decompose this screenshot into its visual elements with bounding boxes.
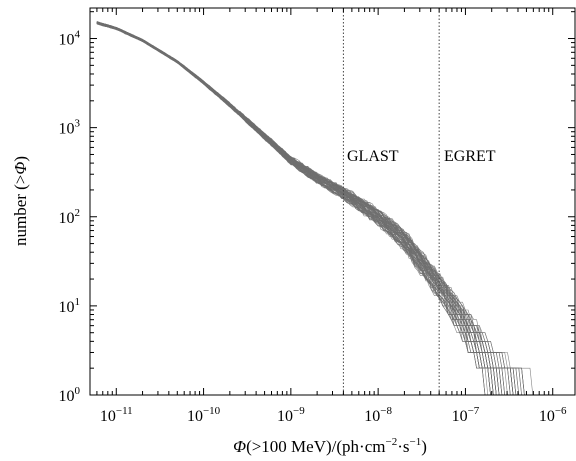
realization-line — [96, 22, 516, 396]
realization-line — [96, 23, 516, 396]
realization-line — [96, 21, 575, 396]
glast-label: GLAST — [347, 148, 399, 165]
realization-line — [96, 23, 516, 396]
realization-line — [96, 22, 528, 396]
realization-line — [96, 22, 522, 396]
realization-line — [96, 21, 575, 396]
tick-marks — [89, 8, 575, 396]
realization-line — [96, 23, 511, 396]
realization-line — [96, 23, 511, 396]
x-tick-label: 10−7 — [452, 405, 480, 425]
realization-line — [96, 21, 575, 396]
realization-line — [96, 23, 508, 396]
realization-line — [96, 22, 525, 396]
realization-line — [96, 21, 575, 396]
x-axis-label: Φ(>100 MeV)/(ph·cm−2·s−1) — [233, 436, 427, 456]
realization-line — [96, 22, 547, 396]
realization-line — [96, 21, 575, 396]
realization-line — [96, 21, 575, 396]
realization-line — [96, 23, 516, 396]
realization-line — [96, 21, 575, 396]
plot-frame — [89, 7, 576, 396]
realization-line — [96, 23, 516, 396]
realization-line — [96, 22, 536, 396]
realization-line — [96, 22, 539, 396]
realization-line — [96, 22, 545, 396]
realization-line — [96, 21, 575, 396]
realization-line — [96, 23, 514, 396]
realization-line — [96, 21, 575, 396]
y-tick-label: 100 — [59, 385, 81, 405]
realization-line — [96, 21, 575, 396]
y-tick-label: 104 — [59, 29, 81, 49]
y-tick-label: 103 — [59, 118, 81, 138]
realization-line — [96, 22, 575, 396]
realization-line — [96, 21, 575, 396]
realization-line — [96, 22, 522, 396]
realization-line — [96, 21, 575, 396]
realization-line — [96, 23, 519, 396]
realization-line — [96, 21, 575, 396]
x-tick-labels: 10−11 10−10 10−9 10−8 10−7 10−6 — [100, 405, 567, 425]
curve-group — [96, 21, 575, 396]
realization-line — [96, 23, 508, 396]
realization-line — [96, 21, 575, 396]
x-tick-label: 10−10 — [187, 405, 221, 425]
realization-line — [96, 23, 525, 396]
reference-lines — [342, 8, 440, 395]
realization-line — [96, 22, 575, 396]
y-tick-label: 101 — [59, 296, 81, 316]
y-tick-labels: 100 101 102 103 104 — [59, 29, 81, 405]
y-axis-label: number (>Φ) — [11, 156, 30, 246]
x-tick-label: 10−11 — [100, 405, 133, 425]
realization-line — [96, 23, 516, 396]
x-tick-label: 10−9 — [277, 405, 305, 425]
realization-line — [96, 23, 508, 396]
realization-line — [96, 22, 575, 396]
realization-line — [96, 23, 514, 396]
realization-line — [96, 21, 575, 396]
x-tick-label: 10−8 — [364, 405, 392, 425]
egret-label: EGRET — [444, 148, 496, 165]
realization-line — [96, 22, 575, 396]
realization-line — [96, 23, 522, 396]
realization-line — [96, 22, 539, 396]
realization-line — [96, 22, 575, 396]
realization-line — [96, 23, 525, 396]
realization-line — [96, 21, 575, 396]
y-tick-label: 102 — [59, 207, 81, 227]
realization-line — [96, 22, 575, 396]
realization-line — [96, 21, 575, 396]
x-tick-label: 10−6 — [539, 405, 567, 425]
realization-line — [96, 22, 575, 396]
realization-line — [96, 21, 575, 396]
